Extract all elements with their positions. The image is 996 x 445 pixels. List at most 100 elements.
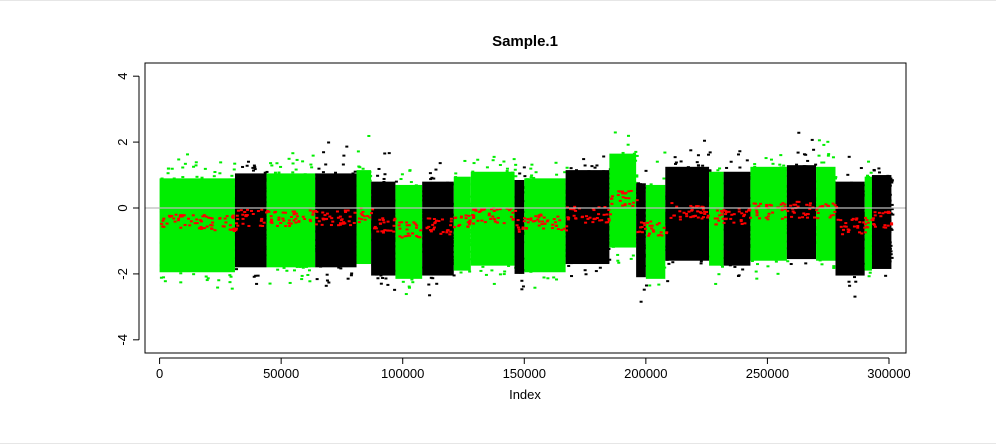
data-point [303, 214, 307, 217]
data-point [593, 166, 597, 169]
data-point [787, 199, 791, 202]
data-point [315, 204, 319, 207]
data-point [697, 235, 701, 238]
data-point [318, 212, 322, 215]
data-point [621, 160, 625, 163]
data-point [698, 182, 702, 185]
data-point [173, 210, 177, 213]
data-point [380, 264, 384, 267]
data-point [598, 266, 602, 269]
data-point [583, 236, 587, 239]
data-point [184, 208, 188, 211]
data-point [658, 194, 662, 197]
data-point [273, 251, 277, 254]
data-point [175, 216, 179, 219]
data-point [435, 182, 439, 185]
data-point [577, 216, 581, 219]
data-point [182, 265, 186, 268]
data-point [693, 197, 697, 200]
data-point [673, 203, 677, 206]
data-point [165, 233, 169, 236]
data-point [407, 285, 411, 288]
data-point [358, 193, 362, 196]
data-point [180, 262, 184, 265]
data-point [350, 209, 354, 212]
data-point [754, 239, 758, 242]
data-point [307, 201, 311, 204]
data-point [493, 237, 497, 240]
data-point [484, 263, 488, 266]
data-point [390, 253, 394, 256]
data-point [512, 195, 516, 198]
data-point [508, 190, 512, 193]
data-point [597, 194, 601, 197]
data-point [365, 172, 369, 175]
data-point [520, 212, 524, 215]
data-point [243, 230, 247, 233]
data-point [165, 224, 169, 227]
data-point [849, 216, 853, 219]
data-point [462, 218, 466, 221]
data-point [798, 238, 802, 241]
data-point [399, 198, 403, 201]
data-point [808, 251, 812, 254]
data-point [532, 231, 536, 234]
data-point [835, 194, 839, 197]
data-point [261, 209, 265, 212]
data-point [652, 235, 656, 238]
data-point [204, 220, 208, 223]
data-point [647, 255, 651, 258]
data-point [811, 246, 815, 249]
data-point [606, 172, 610, 175]
data-point [445, 235, 449, 238]
data-point [798, 215, 802, 218]
data-point [544, 205, 548, 208]
data-point [243, 258, 247, 261]
data-point [338, 230, 342, 233]
data-point [177, 202, 181, 205]
data-point [210, 183, 214, 186]
data-point [294, 250, 298, 253]
data-point [327, 141, 331, 144]
data-point [474, 178, 478, 181]
data-point [170, 196, 174, 199]
data-point [240, 233, 244, 236]
data-point [533, 224, 537, 227]
data-point [467, 231, 471, 234]
data-point [177, 227, 181, 230]
data-point [709, 190, 713, 193]
data-point [270, 189, 274, 192]
data-point [567, 264, 571, 267]
data-point [201, 240, 205, 243]
data-point [508, 240, 512, 243]
data-point [350, 194, 354, 197]
data-point [428, 231, 432, 234]
data-point [304, 222, 308, 225]
data-point [857, 223, 861, 226]
data-point [488, 245, 492, 248]
data-point [848, 284, 852, 287]
data-point [539, 219, 543, 222]
data-point [181, 176, 185, 179]
data-point [730, 212, 734, 215]
data-point [418, 264, 422, 267]
data-point [335, 226, 339, 229]
data-point [473, 219, 477, 222]
data-point [702, 194, 706, 197]
data-point [686, 166, 690, 169]
data-point [484, 233, 488, 236]
data-point [583, 223, 587, 226]
data-point [592, 229, 596, 232]
data-point [251, 215, 255, 218]
data-point [256, 230, 260, 233]
data-point [828, 221, 832, 224]
data-point [399, 240, 403, 243]
data-point [803, 178, 807, 181]
data-point [607, 228, 611, 231]
data-point [862, 214, 866, 217]
data-point [317, 214, 321, 217]
data-point [228, 236, 232, 239]
data-point [399, 187, 403, 190]
data-point [624, 168, 628, 171]
data-point [599, 235, 603, 238]
